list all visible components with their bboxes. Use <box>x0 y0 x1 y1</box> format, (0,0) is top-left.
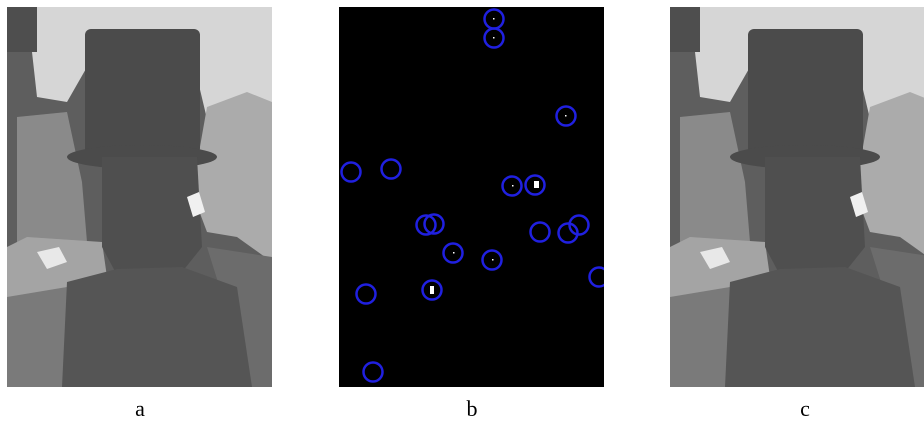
disparity-image <box>670 7 924 387</box>
page: a b c (() => { const data = JSON.parse(d… <box>0 0 924 423</box>
panel-c: c <box>670 7 924 421</box>
disparity-image <box>7 7 272 387</box>
panel-b: b <box>339 7 609 421</box>
error-map <box>339 7 604 387</box>
panel-label: a <box>135 396 145 421</box>
panel-label: b <box>467 396 478 421</box>
figure: a b c <box>0 0 924 423</box>
panel-label: c <box>800 396 810 421</box>
panel-a: a <box>7 7 272 421</box>
